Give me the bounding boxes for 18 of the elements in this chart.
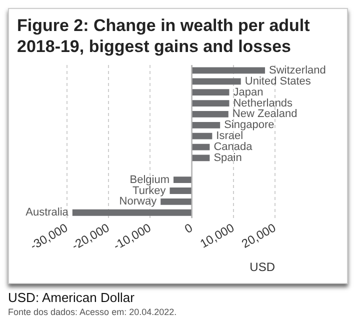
y-tick-label: Spain <box>214 152 242 164</box>
y-tick-label: Singapore <box>224 119 274 132</box>
x-axis-title: USD <box>250 260 276 274</box>
source-note: Fonte dos dados: Acesso em: 20.04.2022. <box>8 307 178 317</box>
y-tick-label: Belgium <box>130 174 170 186</box>
chart-title: Figure 2: Change in wealth per adult 2018-19, biggest gains and losses <box>17 15 311 57</box>
y-tick-label: New Zealand <box>232 108 298 120</box>
y-tick-label: Canada <box>214 141 254 154</box>
y-tick-label: Turkey <box>132 184 166 197</box>
y-tick-label: Norway <box>119 196 158 208</box>
text: USD: American Dollar <box>8 290 136 305</box>
y-tick-label: Switzerland <box>269 64 326 76</box>
x-tick-label: 0 <box>182 220 196 236</box>
y-tick-label: Netherlands <box>233 97 294 110</box>
y-tick-label: Israel <box>216 130 244 142</box>
y-tick-label: United States <box>244 75 312 88</box>
y-tick-label: Japan <box>233 86 264 98</box>
y-tick-label: Australia <box>26 206 70 219</box>
